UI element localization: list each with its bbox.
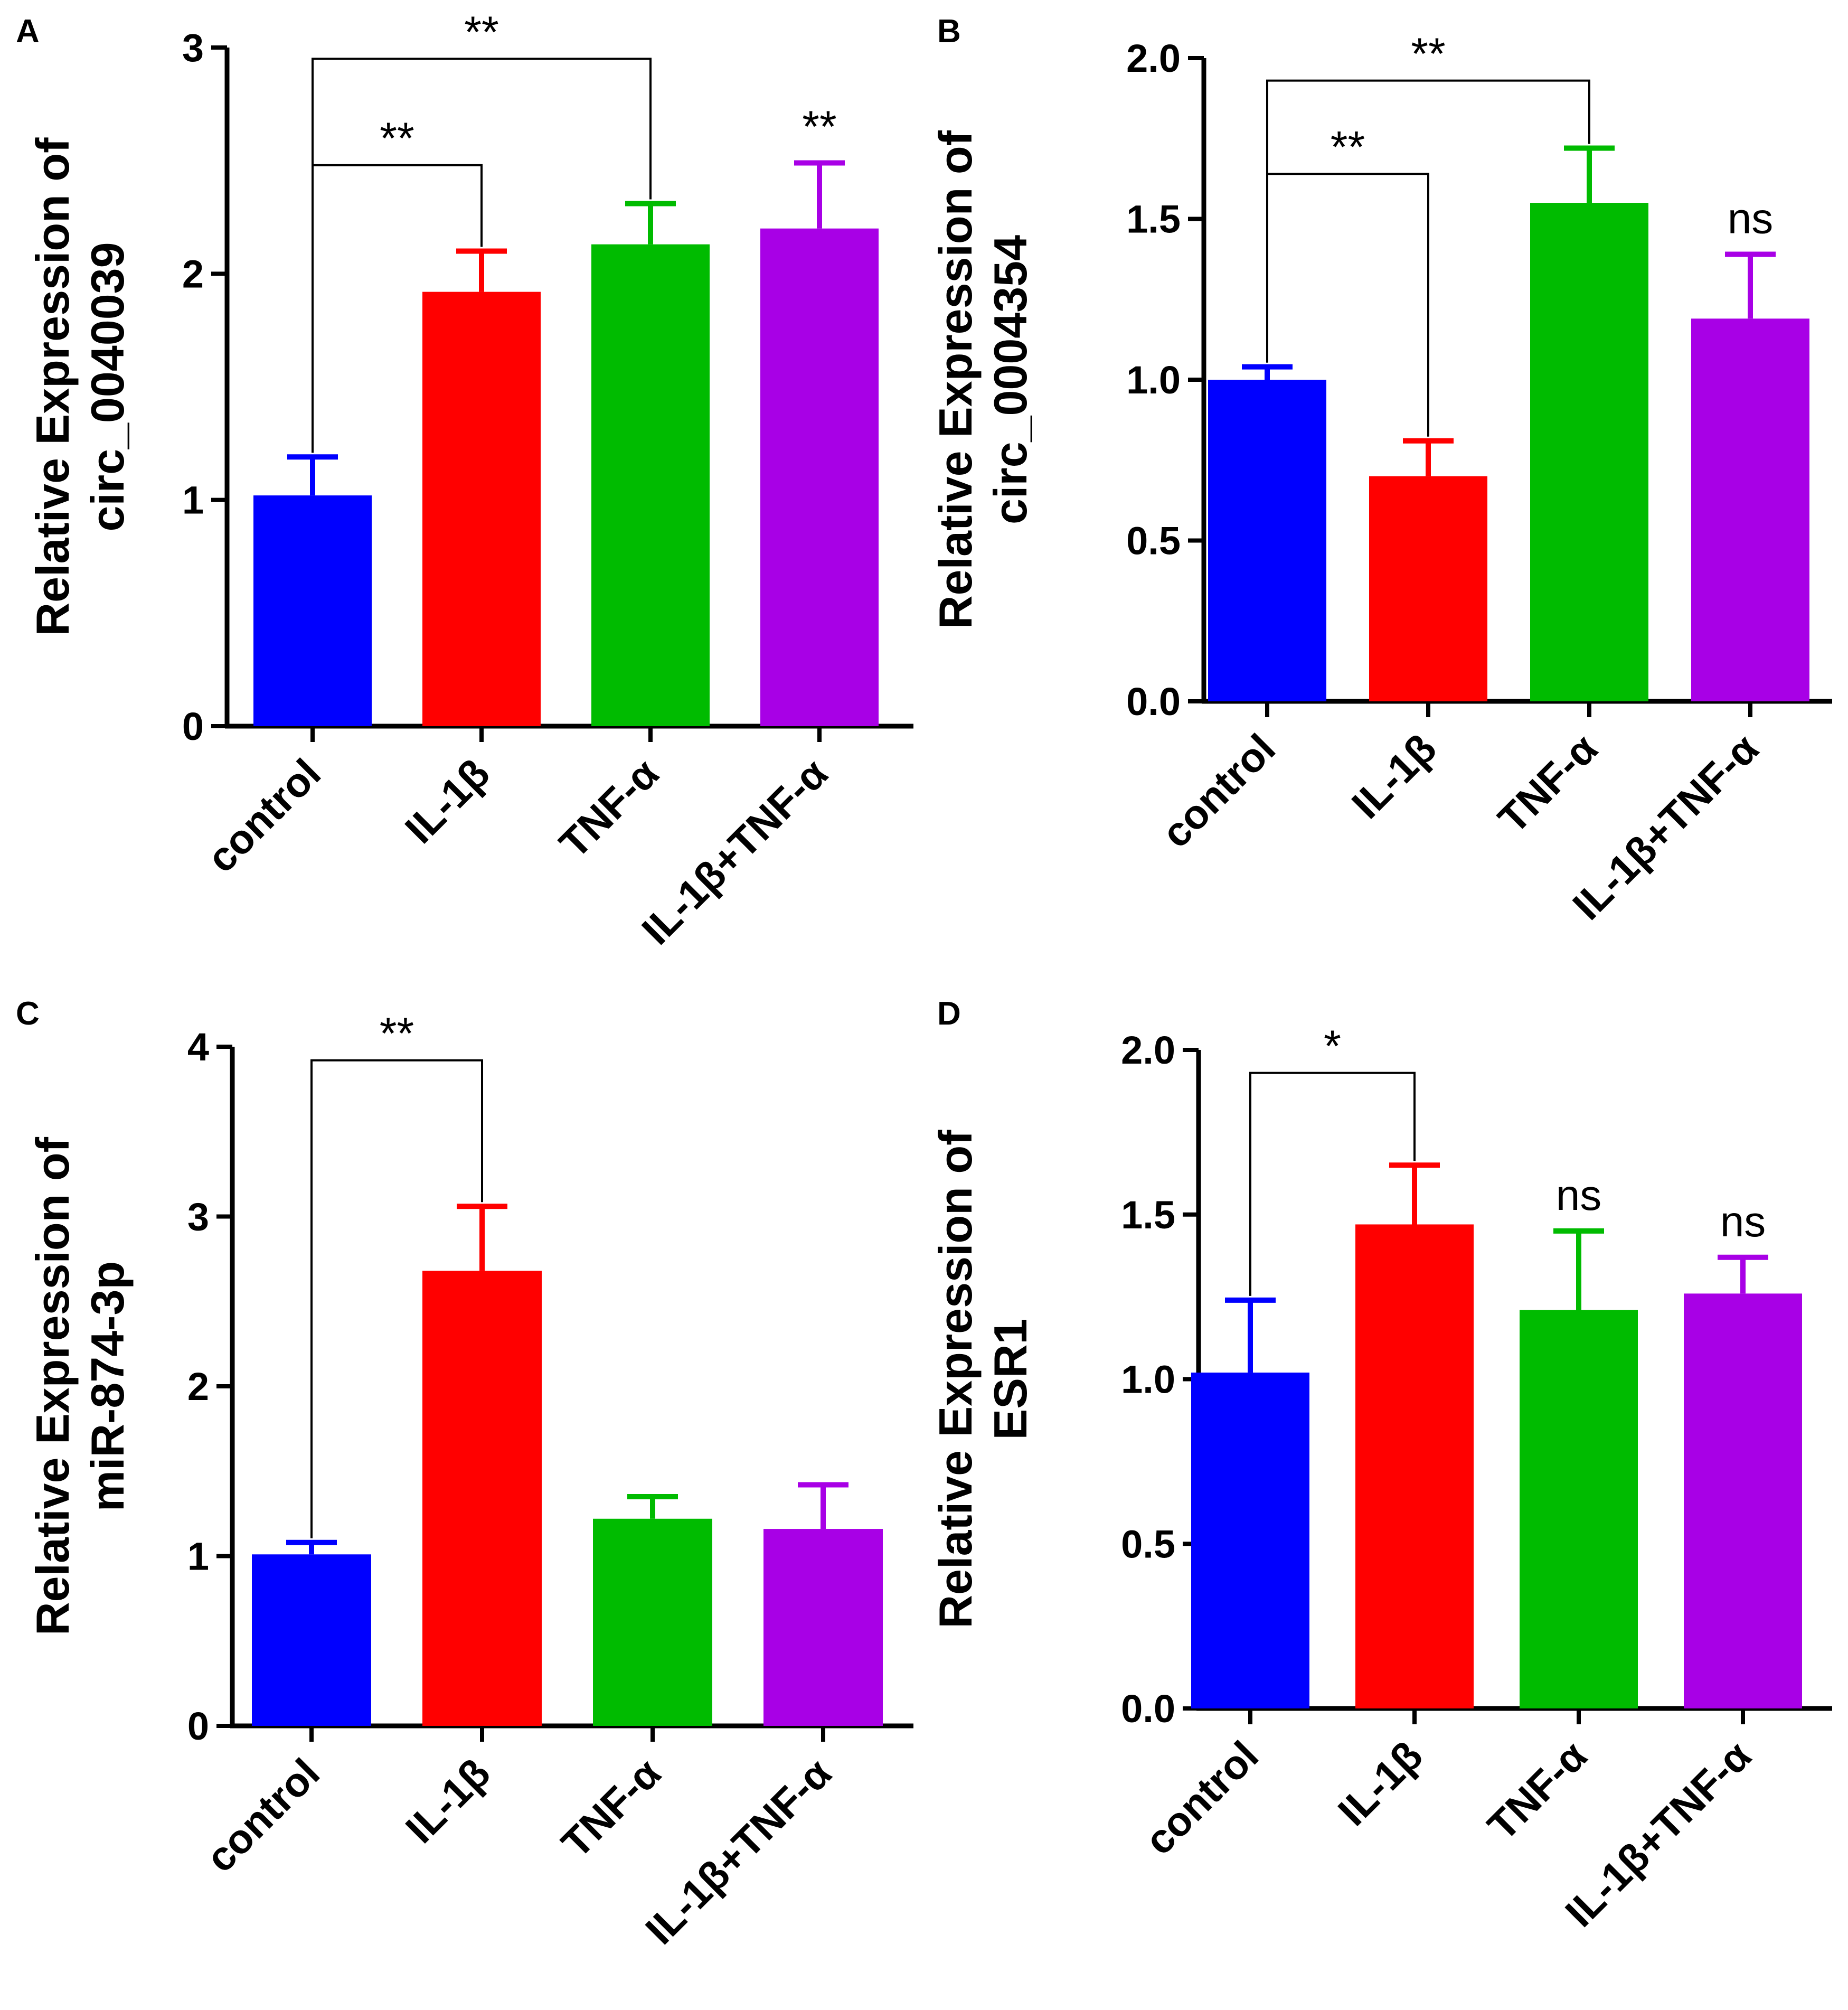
bar [1530,203,1648,701]
x-category-label: TNF-α [1489,725,1606,842]
x-category-label: IL-1β [1329,1732,1431,1835]
bar [1191,1373,1309,1708]
significance-marker: ns [1728,194,1774,242]
y-tick-label: 2 [187,1365,209,1408]
bar [422,292,541,726]
significance-marker: ** [802,101,836,151]
significance-label: ** [380,114,414,163]
significance-bracket [1249,1072,1416,1296]
y-tick-label: 1.0 [1126,358,1181,402]
bar [252,1554,371,1726]
significance-label: ** [464,7,498,57]
y-tick-label: 4 [187,1025,209,1069]
y-axis-title-line: Relative Expression of [929,130,982,629]
y-axis-title-line: Relative Expression of [929,1130,982,1629]
y-tick-label: 3 [182,26,204,70]
panel-letter: C [16,995,40,1032]
y-axis-title: Relative Expression ofmiR-874-3p [26,1137,134,1636]
x-category-label: control [1136,1732,1267,1864]
x-category-label: TNF-α [1478,1732,1596,1849]
y-axis-title-line: circ_0004354 [984,235,1036,524]
y-tick-label: 0 [182,705,204,748]
y-axis-title-line: circ_0040039 [81,242,134,531]
bar [593,1518,712,1726]
bar [760,228,879,727]
x-category-label: control [197,1750,328,1881]
y-tick-label: 2.0 [1126,36,1181,80]
x-category-label: control [1153,725,1284,857]
significance-label: ** [1411,29,1445,79]
x-category-label: IL-1β [397,1750,499,1852]
significance-label: ** [1331,122,1365,172]
significance-label: * [1324,1021,1341,1071]
panel-b: B 0.0 0.5 1.0 1.5 2.0 Relative Expression ofci… [929,13,1832,928]
panel-letter: B [937,13,961,50]
bar [1208,380,1326,701]
significance-bracket [312,58,652,453]
y-tick-label: 0.5 [1121,1522,1175,1566]
bar [1369,476,1487,701]
bar [253,495,372,726]
significance-bracket [1266,79,1590,363]
bar [1691,318,1809,701]
y-axis-title-line: miR-874-3p [81,1261,134,1511]
x-category-label: TNF-α [550,750,667,867]
y-tick-label: 0.0 [1121,1687,1175,1731]
y-tick-label: 2.0 [1121,1028,1175,1072]
panel-letter: A [16,13,40,50]
x-category-label: IL-1β [396,750,498,852]
y-tick-label: 0.0 [1126,680,1181,724]
y-tick-label: 1.5 [1121,1193,1175,1237]
y-tick-label: 1.0 [1121,1358,1175,1402]
panel-letter: D [937,995,961,1032]
y-tick-label: 3 [187,1195,209,1239]
x-category-label: control [198,750,329,881]
significance-bracket [310,1059,483,1538]
y-tick-label: 1 [182,478,204,522]
x-category-label: TNF-α [552,1750,670,1867]
y-axis-title: Relative Expression ofcirc_0004354 [929,130,1036,629]
significance-marker: ns [1556,1171,1602,1219]
y-tick-label: 2 [182,252,204,296]
y-axis-title: Relative Expression ofESR1 [929,1130,1036,1629]
bar [422,1271,542,1726]
x-category-label: IL-1β [1343,725,1445,828]
y-axis-title-line: ESR1 [984,1319,1036,1440]
significance-marker: ns [1720,1198,1766,1246]
y-tick-label: 1 [187,1535,209,1579]
bar [1520,1310,1638,1708]
panel-d: D 0.0 0.5 1.0 1.5 2.0 Relative Expression ofES… [929,995,1832,1936]
y-axis-title: Relative Expression ofcirc_0040039 [26,137,134,636]
significance-label: ** [380,1009,414,1058]
bar [763,1529,883,1726]
bar [1355,1224,1474,1708]
panel-c: C 0 1 2 3 4 Relative Expression ofmiR-874-3p co… [16,995,913,1953]
y-tick-label: 0.5 [1126,519,1181,563]
y-axis-title-line: Relative Expression of [26,137,79,636]
y-tick-label: 0 [187,1704,209,1748]
bar [1684,1293,1802,1708]
y-tick-label: 1.5 [1126,198,1181,241]
bar [591,244,710,726]
y-axis-title-line: Relative Expression of [26,1137,79,1636]
